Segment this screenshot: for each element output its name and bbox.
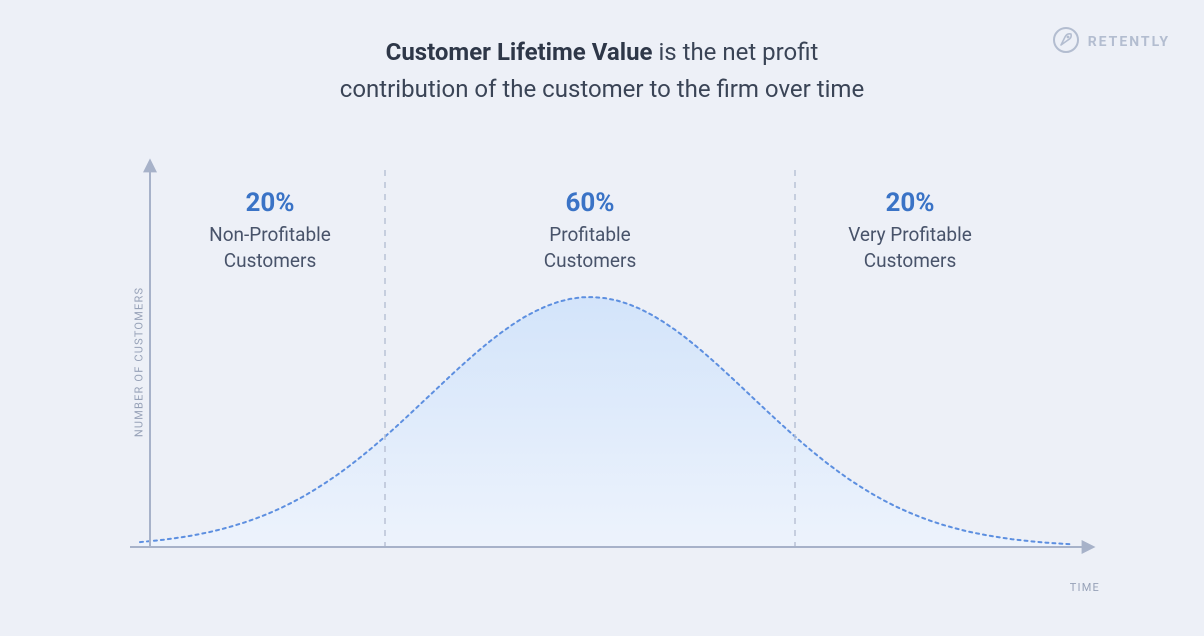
bell-chart: NUMBER OF CUSTOMERS TIME 20%Non-Profitab… — [110, 152, 1094, 572]
headline: Customer Lifetime Value is the net profi… — [0, 34, 1204, 108]
bell-area — [140, 297, 1070, 547]
segment-name: Non-ProfitableCustomers — [160, 222, 380, 273]
x-axis-label: TIME — [1070, 581, 1100, 594]
segment-label-2: 20% Very ProfitableCustomers — [800, 188, 1020, 273]
segment-label-0: 20% Non-ProfitableCustomers — [160, 188, 380, 273]
infographic-canvas: RETENTLY Customer Lifetime Value is the … — [0, 0, 1204, 636]
headline-line-2: contribution of the customer to the firm… — [340, 75, 864, 103]
segment-name: ProfitableCustomers — [480, 222, 700, 273]
segment-pct: 20% — [800, 188, 1020, 218]
segment-label-1: 60% ProfitableCustomers — [480, 188, 700, 273]
headline-rest-1: is the net profit — [652, 38, 818, 66]
segment-name: Very ProfitableCustomers — [800, 222, 1020, 273]
headline-bold: Customer Lifetime Value — [386, 38, 653, 66]
segment-pct: 60% — [480, 188, 700, 218]
segment-pct: 20% — [160, 188, 380, 218]
